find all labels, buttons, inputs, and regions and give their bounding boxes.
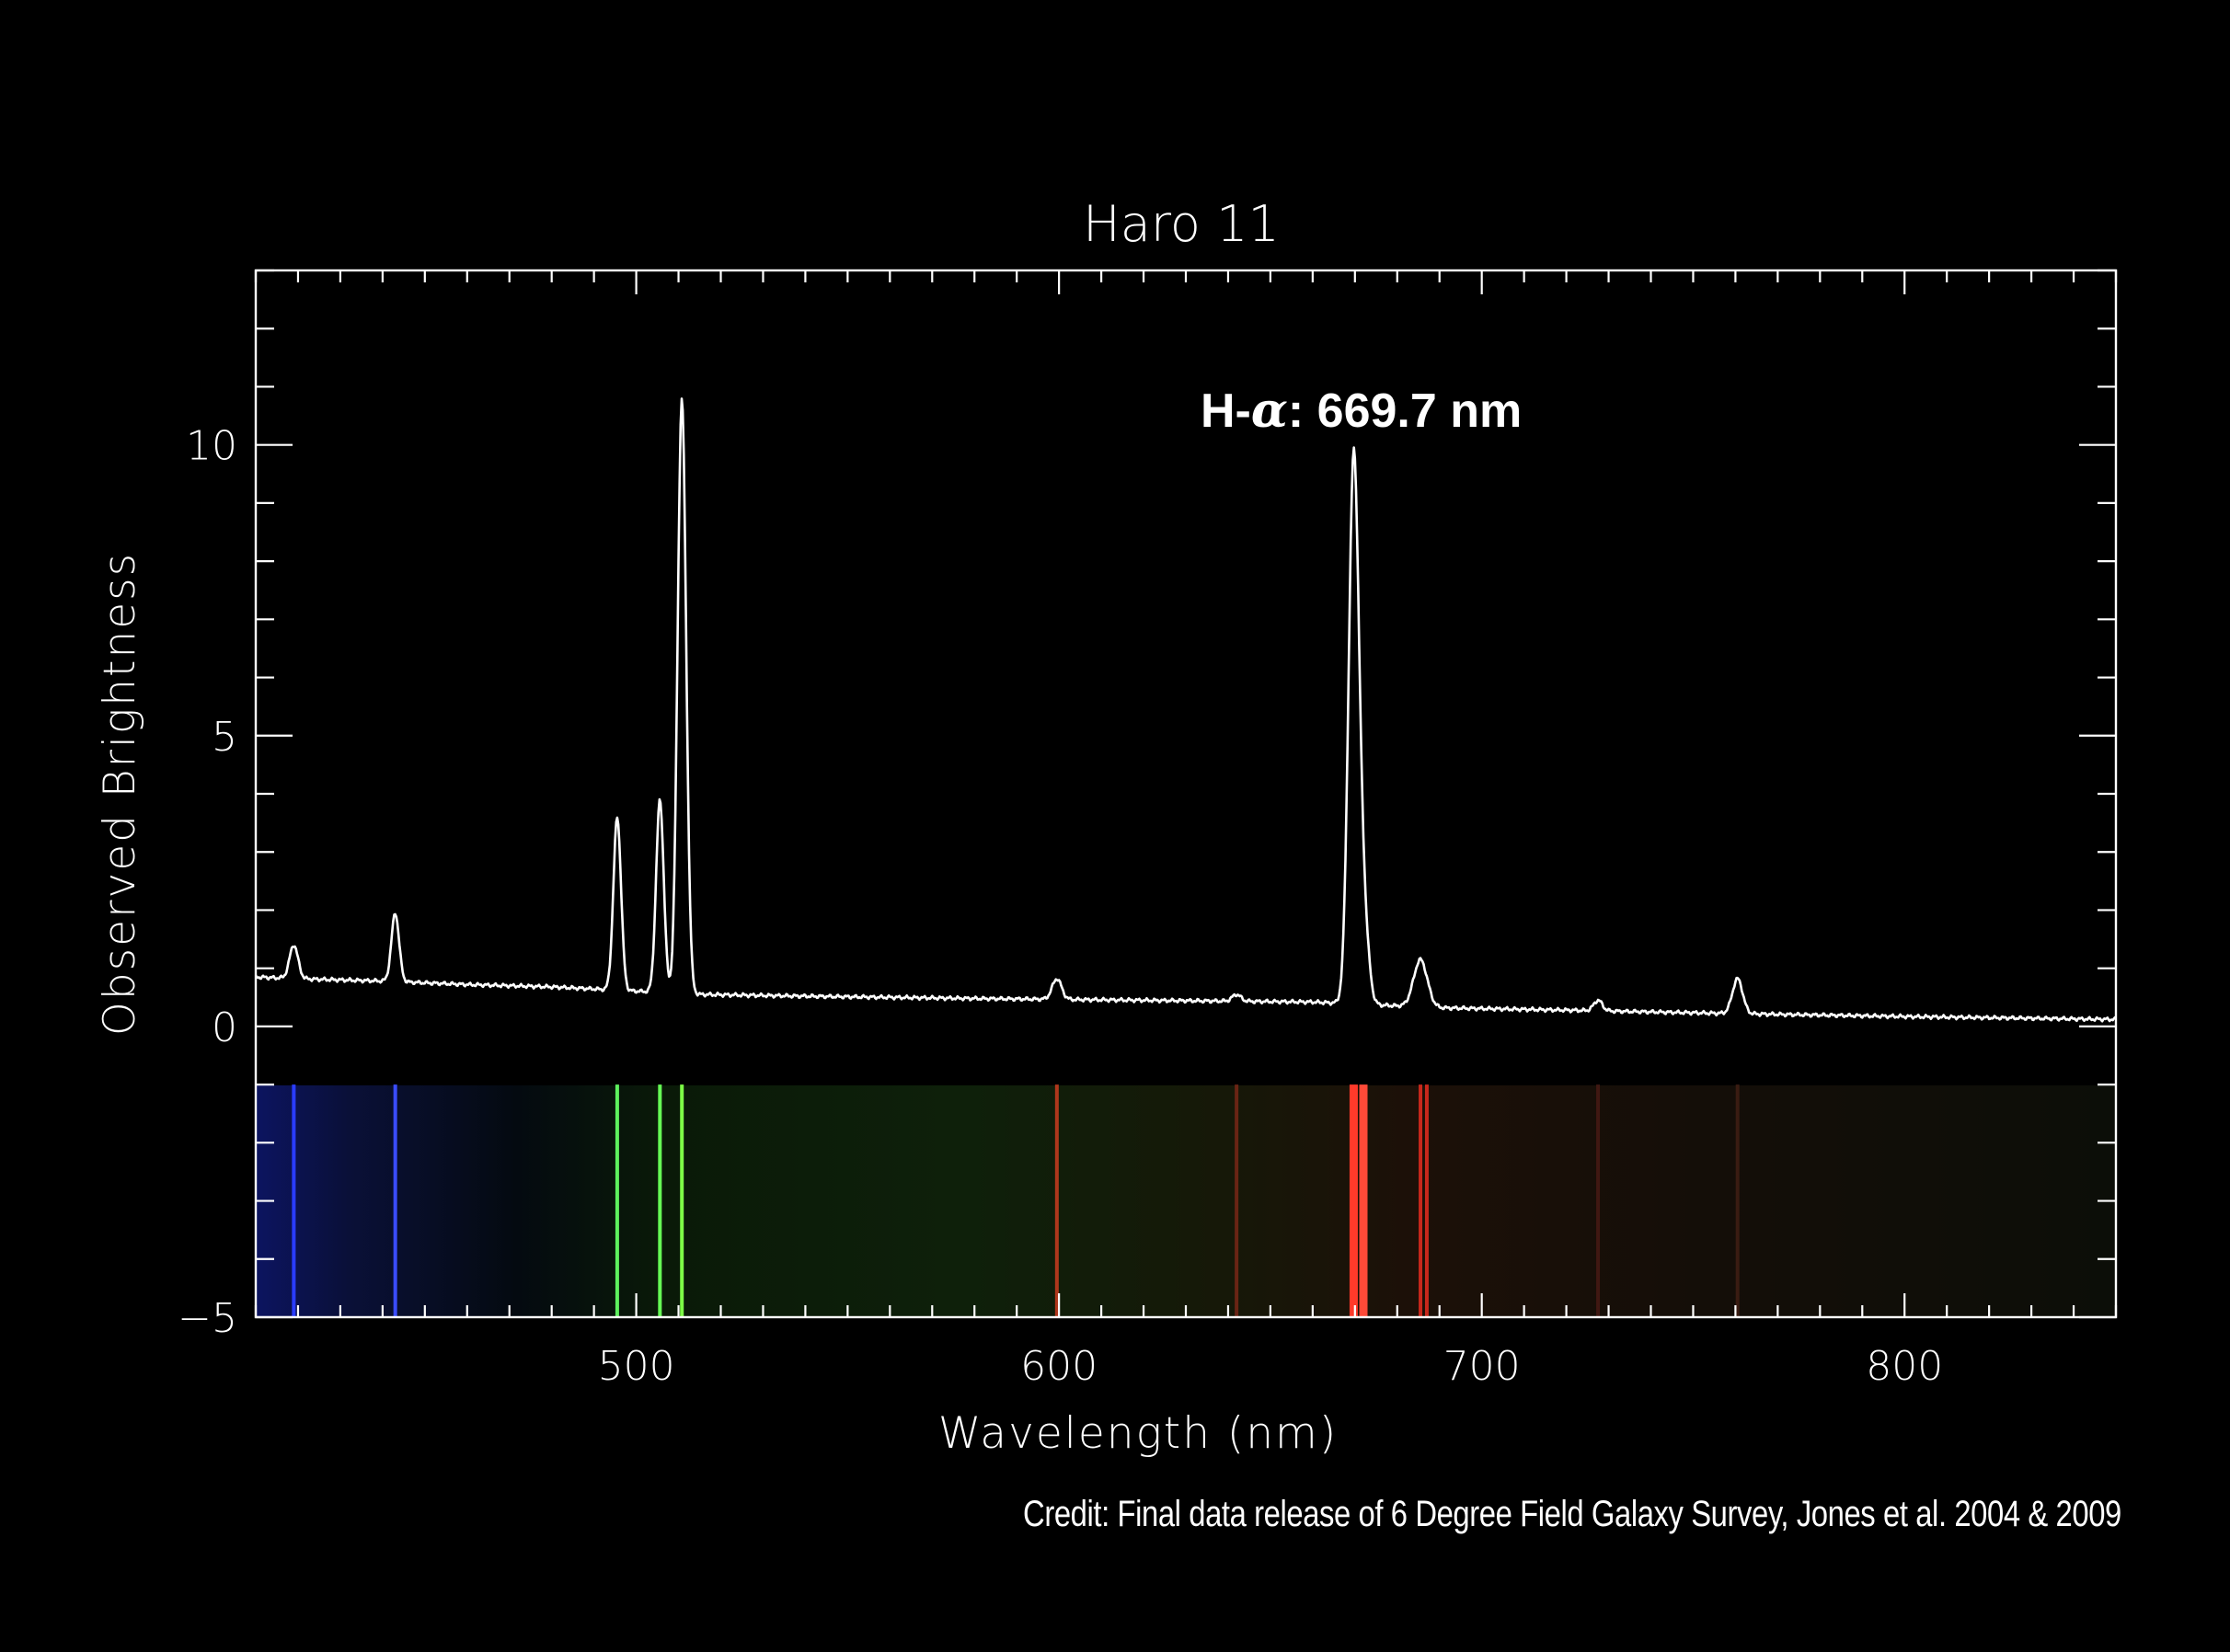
x-tick-label: 600 (1020, 1343, 1098, 1390)
strip-emission-line (1235, 1084, 1239, 1317)
x-axis-label: Wavelength (nm) (938, 1408, 1338, 1459)
strip-emission-line (1424, 1084, 1429, 1317)
strip-emission-line (680, 1084, 684, 1317)
strip-emission-line (393, 1084, 397, 1317)
credit-text: Credit: Final data release of 6 Degree F… (1023, 1494, 2121, 1534)
x-tick-label: 800 (1866, 1343, 1943, 1390)
annotation-greek: α (1251, 383, 1288, 439)
y-tick-labels: −5 0 5 10 (178, 423, 237, 1342)
strip-emission-line (1349, 1084, 1358, 1317)
chart-title: Haro 11 (1083, 195, 1280, 253)
strip-emission-line (1054, 1084, 1059, 1317)
strip-emission-line (1359, 1084, 1368, 1317)
axis-ticks (254, 269, 2118, 1319)
strip-emission-line (1596, 1084, 1601, 1317)
strip-emission-line (1419, 1084, 1423, 1317)
strip-emission-line (658, 1084, 662, 1317)
strip-emission-line (615, 1084, 619, 1317)
y-tick-label: 0 (212, 1004, 237, 1051)
y-tick-label: 5 (212, 714, 237, 761)
spectrum-strip-lines (292, 1084, 1740, 1317)
x-tick-label: 500 (598, 1343, 675, 1390)
y-tick-label: −5 (178, 1295, 237, 1342)
h-alpha-annotation: H-α: 669.7 nm (1201, 383, 1522, 439)
spectrum-strip (256, 1085, 2116, 1317)
y-axis-label: Observed Brightness (95, 552, 145, 1036)
strip-emission-line (292, 1084, 296, 1317)
spectrum-line (254, 397, 2118, 1023)
annotation-prefix: H- (1201, 384, 1251, 438)
annotation-suffix: : 669.7 nm (1288, 384, 1522, 438)
y-tick-label: 10 (186, 423, 237, 470)
strip-emission-line (1735, 1084, 1740, 1317)
x-tick-label: 700 (1443, 1343, 1521, 1390)
x-tick-labels: 500 600 700 800 (598, 1343, 1944, 1390)
